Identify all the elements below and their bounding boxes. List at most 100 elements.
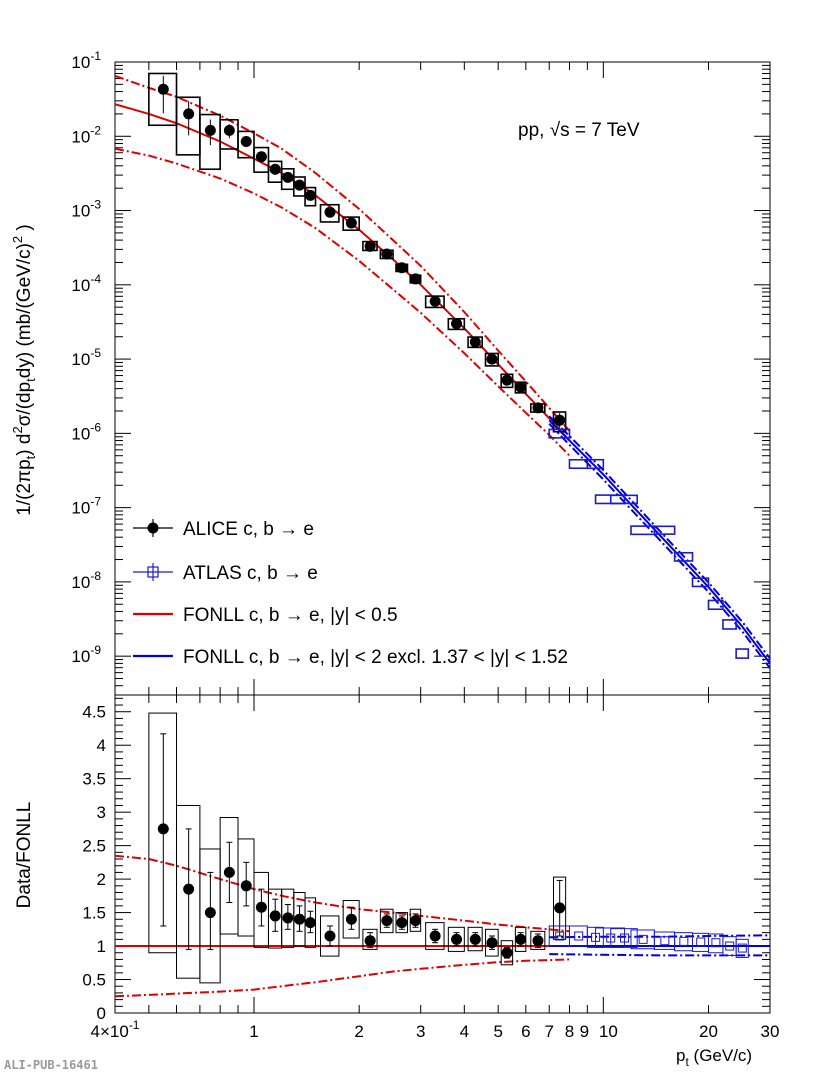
legend-item-alice: ALICE c, b → e: [133, 519, 314, 540]
watermark: ALI-PUB-16461: [4, 1058, 98, 1072]
atlas-point: [737, 943, 747, 953]
spectrum-plot-area: [115, 72, 770, 669]
y-tick-label: 10-4: [71, 272, 101, 295]
alice-syst-box: [552, 411, 567, 433]
spectrum-panel: 10-9 10-8 10-7 10-6 10-5 10-4 10-3 10-2 10-1: [71, 49, 771, 696]
atlas-point: [711, 938, 721, 948]
alice-point: [204, 124, 216, 136]
alice-point: [381, 248, 393, 260]
ratio-plot-area: [115, 712, 770, 998]
y-tick-label: 0.5: [82, 971, 106, 990]
alice-point: [282, 171, 294, 183]
alice-point: [532, 402, 544, 414]
atlas-syst-box: [707, 599, 724, 611]
alice-point: [501, 947, 513, 959]
x-tick-label: 1: [249, 1022, 258, 1041]
atlas-point: [725, 941, 735, 951]
alice-point: [410, 273, 422, 285]
alice-syst-box: [447, 926, 465, 952]
alice-point: [501, 374, 513, 386]
atlas-syst-box: [653, 525, 676, 535]
alice-point: [294, 913, 306, 925]
alice-point: [204, 907, 216, 919]
x-tick-label: 8: [565, 1022, 574, 1041]
alice-point: [304, 189, 316, 201]
alice-syst-box: [253, 146, 270, 173]
alice-point: [183, 108, 195, 120]
x-tick-label: 7: [544, 1022, 553, 1041]
ratio-panel: 4×10-1 1 2 3 4 5 6 7 8 9 10 20 30 0 0.5 1 1.5 2 2.5 3 3.5 4 4.…: [82, 694, 779, 1041]
alice-point: [515, 933, 527, 945]
y-tick-label: 4: [97, 736, 106, 755]
x-tick-label: 9: [580, 1022, 589, 1041]
y-tick-label: 0: [97, 1004, 106, 1023]
atlas-point: [696, 937, 706, 947]
alice-syst-box: [500, 373, 514, 389]
alice-point: [554, 902, 566, 914]
alice-point: [410, 915, 422, 927]
alice-point: [294, 179, 306, 191]
atlas-point: [555, 931, 565, 941]
energy-label: pp, √s = 7 TeV: [518, 120, 640, 141]
atlas-syst-box: [722, 619, 737, 630]
atlas-syst-box: [630, 525, 656, 536]
atlas-point: [660, 936, 670, 946]
alice-point: [240, 880, 252, 892]
y-tick-label: 10-7: [71, 495, 101, 518]
alice-point: [486, 937, 498, 949]
y-tick-label: 1: [97, 937, 106, 956]
alice-syst-box: [484, 352, 499, 367]
alice-point: [223, 866, 235, 878]
x-tick-label: 4×10-1: [91, 1018, 140, 1041]
alice-point: [451, 318, 463, 330]
legend-label-fonll-mid: FONLL c, b → e, |y| < 0.5: [183, 605, 398, 626]
x-tick-label: 6: [521, 1022, 530, 1041]
alice-point: [183, 883, 195, 895]
alice-syst-box: [552, 876, 567, 940]
alice-point: [324, 206, 336, 218]
y-tick-label: 10-2: [71, 123, 101, 146]
legend-label-atlas: ATLAS c, b → e: [183, 563, 318, 584]
y-tick-label: 3: [97, 803, 106, 822]
alice-point: [345, 913, 357, 925]
y-tick-label: 3.5: [82, 770, 106, 789]
legend-label-alice: ALICE c, b → e: [183, 519, 314, 540]
alice-syst-box: [485, 928, 499, 957]
legend-item-atlas: ATLAS c, b → e: [133, 563, 318, 584]
alice-syst-box: [342, 216, 360, 231]
alice-point: [486, 353, 498, 365]
y-tick-label: 10-6: [71, 420, 101, 443]
y-tick-label: 1.5: [82, 904, 106, 923]
y-tick-label: 10-5: [71, 346, 101, 369]
y-axis-label-ratio: Data/FONLL: [14, 802, 35, 909]
alice-syst-box: [148, 72, 178, 127]
atlas-syst-box: [735, 648, 750, 659]
legend-item-fonll-mid: FONLL c, b → e, |y| < 0.5: [133, 605, 398, 626]
alice-point: [429, 930, 441, 942]
atlas-syst-box: [548, 428, 571, 439]
alice-syst-box: [395, 912, 408, 934]
alice-syst-box: [362, 928, 378, 950]
y-tick-label: 2.5: [82, 837, 106, 856]
y-tick-label: 10-8: [71, 569, 101, 592]
alice-point: [269, 910, 281, 922]
fonll-mid-upper: [115, 74, 571, 432]
alice-point: [304, 917, 316, 929]
x-tick-label: 2: [354, 1022, 363, 1041]
alice-syst-box: [467, 926, 483, 952]
atlas-point: [620, 933, 630, 943]
alice-point: [554, 414, 566, 426]
fonll-atlas-upper: [548, 415, 770, 660]
alice-point: [429, 295, 441, 307]
atlas-point: [574, 931, 584, 941]
alice-point: [396, 917, 408, 929]
atlas-syst-box: [673, 551, 694, 562]
y-tick-label: 4.5: [82, 703, 106, 722]
alice-point: [269, 163, 281, 175]
alice-point: [255, 151, 267, 163]
alice-point: [396, 262, 408, 274]
alice-syst-box: [319, 203, 340, 223]
alice-syst-box: [530, 930, 546, 950]
alice-point: [157, 83, 169, 95]
